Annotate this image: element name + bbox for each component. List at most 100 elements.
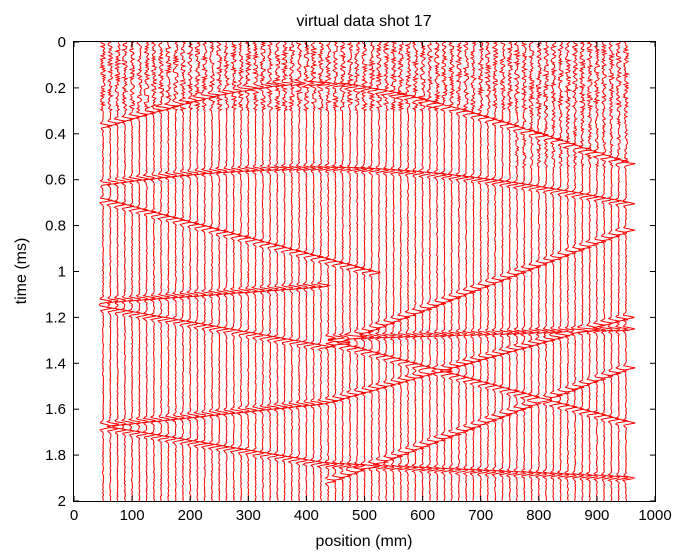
wiggle-trace [439, 41, 455, 502]
wiggle-trace [264, 41, 281, 502]
x-tick-label: 200 [178, 507, 203, 524]
wiggle-trace [401, 41, 419, 502]
axis-ticks: 0 100 200 300 400 500 600 700 800 900 1000 0 0.2 0.4 0… [45, 34, 672, 524]
wiggle-trace [394, 41, 411, 502]
y-tick-label: 1.6 [45, 401, 66, 418]
wiggle-trace [127, 41, 143, 502]
wiggle-trace [505, 41, 521, 502]
x-tick-label: 600 [410, 507, 435, 524]
wiggle-trace [250, 41, 267, 502]
wiggle-trace [293, 42, 310, 502]
wiggle-trace [229, 41, 245, 502]
wiggle-trace [562, 41, 579, 501]
wiggle-trace [417, 41, 433, 502]
wiggle-traces [98, 41, 636, 502]
y-tick-label: 0.2 [45, 80, 66, 97]
wiggle-trace [191, 41, 208, 502]
wiggle-trace [447, 41, 463, 502]
x-tick-label: 900 [584, 507, 609, 524]
wiggle-trace [308, 41, 325, 502]
wiggle-trace [155, 41, 171, 502]
wiggle-trace [461, 41, 477, 501]
wiggle-trace [207, 41, 223, 502]
wiggle-trace [327, 41, 351, 502]
wiggle-trace [163, 41, 180, 502]
wiggle-trace [576, 41, 600, 502]
wiggle-trace [236, 41, 252, 502]
wiggle-trace [570, 41, 589, 502]
wiggle-trace [199, 41, 216, 502]
wiggle-trace [372, 41, 390, 502]
wiggle-trace [519, 41, 535, 502]
wiggle-trace [454, 41, 470, 502]
wiggle-trace [379, 41, 397, 501]
wiggle-trace [541, 41, 556, 502]
wiggle-trace [476, 41, 491, 501]
wiggle-trace [171, 41, 186, 502]
wiggle-trace [620, 41, 636, 502]
wiggle-trace [583, 41, 600, 502]
x-tick-label: 1000 [638, 507, 671, 524]
y-tick-label: 1 [58, 264, 66, 281]
wiggle-trace [410, 41, 427, 502]
wiggle-trace [533, 41, 552, 502]
x-axis-label: position (mm) [316, 533, 413, 550]
wiggle-trace [483, 41, 499, 501]
y-tick-label: 0 [58, 34, 66, 51]
wiggle-trace [316, 41, 332, 502]
wiggle-trace [387, 41, 405, 502]
wiggle-trace [149, 41, 165, 502]
x-tick-label: 100 [120, 507, 145, 524]
wiggle-trace [424, 41, 441, 502]
wiggle-trace [596, 41, 615, 502]
wiggle-trace [490, 41, 506, 502]
x-tick-label: 800 [526, 507, 551, 524]
wiggle-trace [178, 41, 194, 502]
wiggle-trace [526, 41, 543, 502]
x-tick-label: 500 [352, 507, 377, 524]
x-tick-label: 0 [70, 507, 78, 524]
wiggle-trace [548, 42, 564, 501]
wiggle-trace [497, 41, 514, 502]
wiggle-trace [222, 41, 236, 502]
wiggle-trace [554, 41, 571, 502]
y-tick-label: 1.8 [45, 447, 66, 464]
wiggle-trace [105, 41, 121, 502]
plot-frame [73, 41, 656, 502]
wiggle-trace [257, 41, 273, 502]
wiggle-trace [185, 41, 200, 502]
wiggle-trace [366, 41, 383, 502]
wiggle-trace [242, 41, 259, 502]
wiggle-trace [272, 41, 289, 501]
wiggle-trace [343, 41, 368, 502]
wiggle-trace [111, 41, 129, 502]
wiggle-trace [141, 41, 158, 501]
wiggle-trace [336, 41, 353, 502]
wiggle-trace [134, 41, 150, 502]
wiggle-trace [613, 41, 630, 501]
y-tick-label: 0.4 [45, 126, 66, 143]
chart-title: virtual data shot 17 [296, 13, 431, 30]
wiggle-trace [591, 41, 607, 501]
x-tick-label: 700 [468, 507, 493, 524]
wiggle-trace [287, 41, 303, 502]
y-tick-label: 2 [58, 493, 66, 510]
y-axis-label: time (ms) [13, 238, 30, 305]
wiggle-trace [300, 41, 317, 502]
wiggle-trace [469, 41, 484, 502]
y-tick-label: 1.4 [45, 355, 66, 372]
y-tick-label: 0.8 [45, 218, 66, 235]
wiggle-trace [323, 41, 339, 502]
x-tick-label: 400 [294, 507, 319, 524]
x-tick-label: 300 [236, 507, 261, 524]
wiggle-trace [430, 41, 454, 502]
y-tick-label: 0.6 [45, 172, 66, 189]
wiggle-trace [359, 41, 380, 502]
wiggle-trace [352, 41, 367, 502]
wiggle-trace [98, 41, 113, 502]
wiggle-trace [607, 41, 622, 502]
wiggle-trace [280, 41, 295, 502]
wiggle-trace [214, 41, 230, 502]
